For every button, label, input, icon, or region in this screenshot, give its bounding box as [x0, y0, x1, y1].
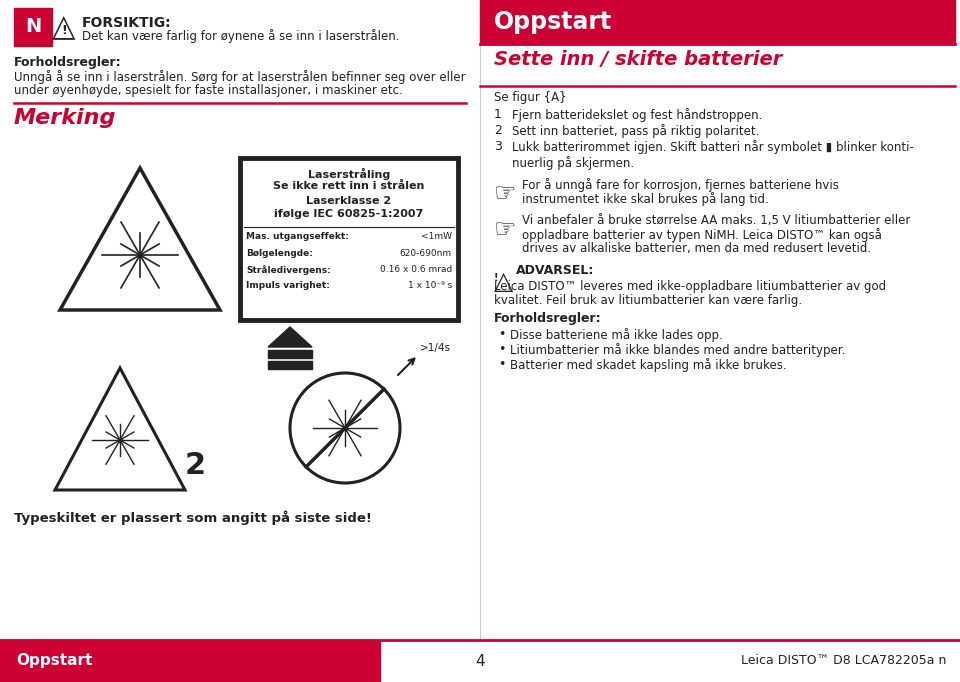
- Bar: [0, 640, 380, 682]
- Text: Stråledivergens:: Stråledivergens:: [246, 265, 331, 275]
- Text: Sette inn / skifte batterier: Sette inn / skifte batterier: [494, 50, 782, 69]
- Text: Impuls varighet:: Impuls varighet:: [246, 281, 330, 290]
- Text: ifølge IEC 60825-1:2007: ifølge IEC 60825-1:2007: [275, 209, 423, 219]
- Text: △: △: [52, 12, 76, 42]
- Text: Typeskiltet er plassert som angitt på siste side!: Typeskiltet er plassert som angitt på si…: [14, 510, 372, 524]
- Text: Disse batteriene må ikke lades opp.: Disse batteriene må ikke lades opp.: [510, 328, 723, 342]
- Text: Forholdsregler:: Forholdsregler:: [494, 312, 602, 325]
- Bar: [240, 158, 458, 320]
- Text: Litiumbatterier må ikke blandes med andre batterityper.: Litiumbatterier må ikke blandes med andr…: [510, 343, 846, 357]
- Text: ☞: ☞: [494, 182, 516, 206]
- Text: Sett inn batteriet, pass på riktig polaritet.: Sett inn batteriet, pass på riktig polar…: [512, 124, 759, 138]
- Text: Fjern batteridekslet og fest håndstroppen.: Fjern batteridekslet og fest håndstroppe…: [512, 108, 762, 122]
- Text: !: !: [61, 23, 67, 37]
- Text: For å unngå fare for korrosjon, fjernes batteriene hvis: For å unngå fare for korrosjon, fjernes …: [522, 178, 839, 192]
- Text: !: !: [494, 273, 498, 283]
- Text: kvalitet. Feil bruk av litiumbatterier kan være farlig.: kvalitet. Feil bruk av litiumbatterier k…: [494, 294, 803, 307]
- Text: Se ikke rett inn i strålen: Se ikke rett inn i strålen: [274, 181, 424, 191]
- Text: Leica DISTO™ D8 LCA782205a n: Leica DISTO™ D8 LCA782205a n: [740, 655, 946, 668]
- Text: ☞: ☞: [494, 218, 516, 242]
- Text: Merking: Merking: [14, 108, 116, 128]
- Text: <1mW: <1mW: [421, 232, 452, 241]
- Text: Forholdsregler:: Forholdsregler:: [14, 56, 122, 69]
- Text: △: △: [494, 270, 514, 294]
- Text: >1/4s: >1/4s: [420, 343, 451, 353]
- Text: 620-690nm: 620-690nm: [400, 249, 452, 258]
- Text: •: •: [498, 328, 505, 341]
- Text: Oppstart: Oppstart: [16, 653, 92, 668]
- Bar: [14, 8, 52, 46]
- Text: Unngå å se inn i laserstrålen. Sørg for at laserstrålen befinner seg over eller: Unngå å se inn i laserstrålen. Sørg for …: [14, 70, 466, 84]
- Text: Laserstråling: Laserstråling: [308, 168, 390, 180]
- Text: nuerlig på skjermen.: nuerlig på skjermen.: [512, 156, 635, 170]
- Polygon shape: [268, 327, 312, 347]
- Text: Mas. utgangseffekt:: Mas. utgangseffekt:: [246, 232, 348, 241]
- Text: Vi anbefaler å bruke størrelse AA maks. 1,5 V litiumbatterier eller: Vi anbefaler å bruke størrelse AA maks. …: [522, 214, 910, 227]
- Bar: [268, 350, 312, 358]
- Text: 2: 2: [494, 124, 502, 137]
- Text: 0.16 x 0.6 mrad: 0.16 x 0.6 mrad: [380, 265, 452, 274]
- Text: Leica DISTO™ leveres med ikke-oppladbare litiumbatterier av god: Leica DISTO™ leveres med ikke-oppladbare…: [494, 280, 886, 293]
- Text: Se figur {A}: Se figur {A}: [494, 91, 566, 104]
- Text: instrumentet ikke skal brukes på lang tid.: instrumentet ikke skal brukes på lang ti…: [522, 192, 769, 206]
- Text: Oppstart: Oppstart: [494, 10, 612, 34]
- Text: drives av alkaliske batterier, men da med redusert levetid.: drives av alkaliske batterier, men da me…: [522, 242, 871, 255]
- Text: ADVARSEL:: ADVARSEL:: [516, 264, 594, 277]
- Text: FORSIKTIG:: FORSIKTIG:: [82, 16, 172, 30]
- Text: Det kan være farlig for øynene å se inn i laserstrålen.: Det kan være farlig for øynene å se inn …: [82, 29, 399, 43]
- Text: •: •: [498, 358, 505, 371]
- Text: oppladbare batterier av typen NiMH. Leica DISTO™ kan også: oppladbare batterier av typen NiMH. Leic…: [522, 228, 882, 242]
- Text: 1 x 10⁻⁹ s: 1 x 10⁻⁹ s: [408, 281, 452, 290]
- Text: 2: 2: [185, 451, 206, 480]
- Text: Laserklasse 2: Laserklasse 2: [306, 196, 392, 206]
- Text: Bølgelengde:: Bølgelengde:: [246, 249, 313, 258]
- Text: •: •: [498, 343, 505, 356]
- Text: 4: 4: [475, 653, 485, 668]
- Bar: [480, 0, 955, 44]
- Text: 1: 1: [494, 108, 502, 121]
- Text: 3: 3: [494, 140, 502, 153]
- Text: under øyenhøyde, spesielt for faste installasjoner, i maskiner etc.: under øyenhøyde, spesielt for faste inst…: [14, 84, 403, 97]
- Text: Lukk batterirommet igjen. Skift batteri når symbolet ▮ blinker konti-: Lukk batterirommet igjen. Skift batteri …: [512, 140, 914, 154]
- Text: N: N: [25, 18, 41, 37]
- Bar: [268, 361, 312, 369]
- Text: Batterier med skadet kapsling må ikke brukes.: Batterier med skadet kapsling må ikke br…: [510, 358, 786, 372]
